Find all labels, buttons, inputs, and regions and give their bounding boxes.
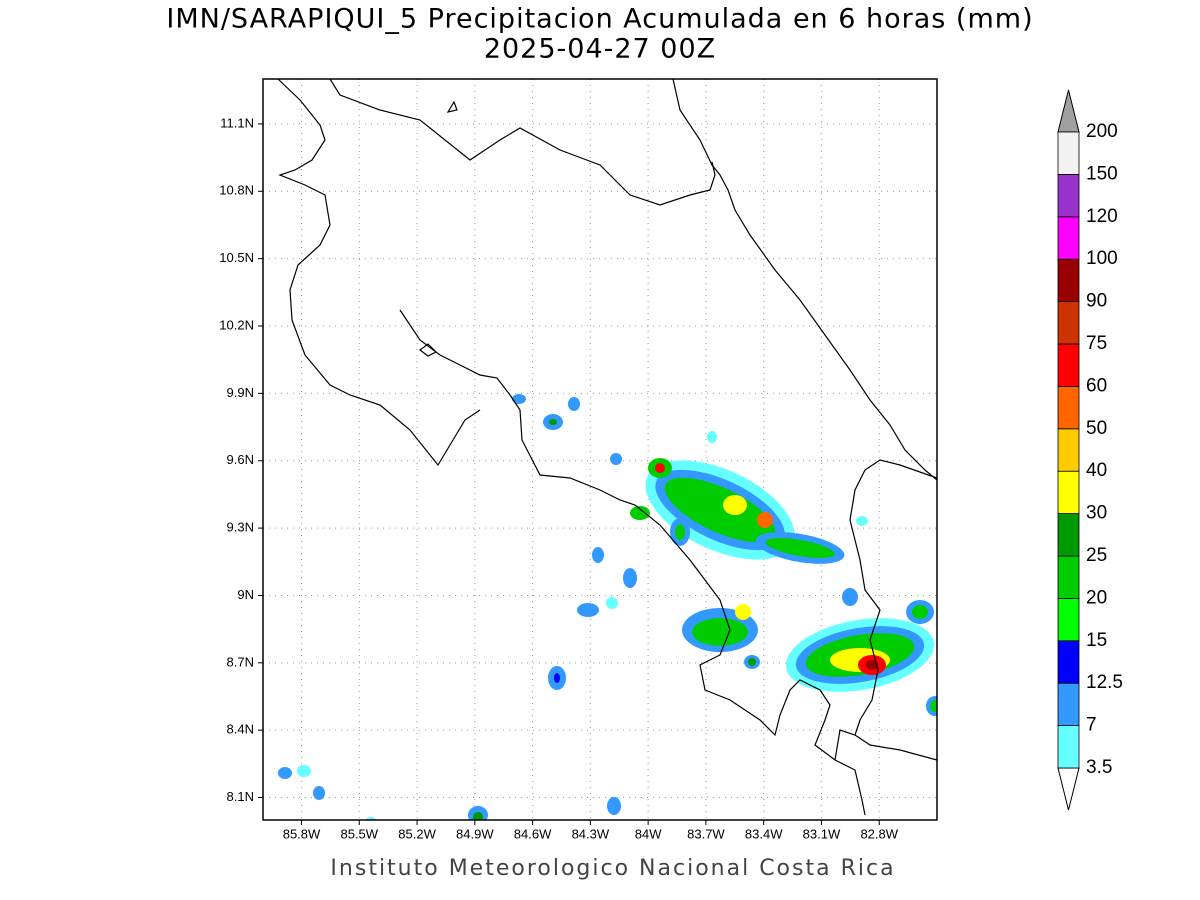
x-tick-label: 83.7W [687, 826, 725, 841]
colorbar-box [1057, 131, 1080, 175]
x-tick-label: 85.2W [398, 826, 436, 841]
colorbar-label: 50 [1086, 418, 1107, 439]
colorbar-label: 40 [1086, 460, 1107, 481]
colorbar-label: 15 [1086, 630, 1107, 651]
colorbar: 3.5 7 12.5 15 20 25 30 40 50 60 75 90 100 120 150 200 [1057, 89, 1123, 811]
y-tick-label: 11.1N [220, 115, 254, 130]
y-tick-label: 9.9N [227, 385, 254, 400]
colorbar-box [1057, 682, 1080, 727]
title: IMN/SARAPIQUI_5 Precipitacion Acumulada … [166, 4, 1033, 35]
footer: Instituto Meteorologico Nacional Costa R… [330, 856, 895, 881]
subtitle: 2025-04-27 00Z [484, 34, 716, 65]
precipitation [277, 79, 937, 820]
colorbar-label: 12.5 [1086, 672, 1123, 693]
x-tick-label: 82.8W [860, 826, 898, 841]
y-tick-label: 8.7N [227, 654, 254, 669]
colorbar-box [1057, 173, 1080, 218]
colorbar-box [1057, 598, 1080, 642]
colorbar-box [1057, 428, 1080, 472]
colorbar-label: 75 [1086, 333, 1107, 354]
y-tick-label: 10.2N [219, 317, 254, 332]
colorbar-label: 90 [1086, 291, 1107, 312]
x-tick-label: 84.6W [514, 826, 552, 841]
x-tick-label: 84.9W [456, 826, 494, 841]
precip-cells [278, 394, 937, 820]
x-tick-label: 84W [635, 826, 662, 841]
colorbar-box [1057, 343, 1080, 387]
colorbar-box [1057, 258, 1080, 303]
colorbar-label: 30 [1086, 503, 1107, 524]
colorbar-box [1057, 640, 1080, 684]
coastlines [277, 79, 937, 816]
y-tick-label: 8.1N [227, 789, 254, 804]
colorbar-label: 150 [1086, 163, 1118, 184]
colorbar-box [1057, 216, 1080, 260]
colorbar-box [1057, 725, 1080, 769]
colorbar-box [1057, 385, 1080, 430]
map-frame [262, 78, 938, 821]
y-tick-label: 9N [237, 587, 254, 602]
axis-ticks: 85.8W 85.5W 85.2W 84.9W 84.6W 84.3W 84W 83.7W 83… [219, 115, 898, 841]
grid [263, 79, 937, 820]
x-tick-label: 83.1W [803, 826, 841, 841]
colorbar-label: 200 [1086, 121, 1118, 142]
x-tick-label: 85.5W [340, 826, 378, 841]
colorbar-box [1057, 301, 1080, 345]
colorbar-label: 60 [1086, 375, 1107, 396]
y-tick-label: 10.8N [219, 183, 254, 198]
colorbar-over [1057, 89, 1080, 133]
colorbar-label: 25 [1086, 545, 1107, 566]
x-tick-label: 84.3W [572, 826, 610, 841]
colorbar-box [1057, 470, 1080, 515]
colorbar-box [1057, 555, 1080, 599]
x-tick-label: 83.4W [745, 826, 783, 841]
colorbar-box [1057, 513, 1080, 557]
colorbar-label: 20 [1086, 587, 1107, 608]
colorbar-under [1057, 767, 1080, 811]
colorbar-label: 3.5 [1086, 757, 1112, 778]
y-tick-label: 9.3N [227, 520, 254, 535]
y-tick-label: 10.5N [219, 250, 254, 265]
y-tick-label: 9.6N [227, 452, 254, 467]
x-tick-label: 85.8W [283, 826, 321, 841]
y-tick-label: 8.4N [227, 722, 254, 737]
colorbar-label: 120 [1086, 206, 1118, 227]
colorbar-label: 100 [1086, 248, 1118, 269]
colorbar-label: 7 [1086, 715, 1097, 736]
